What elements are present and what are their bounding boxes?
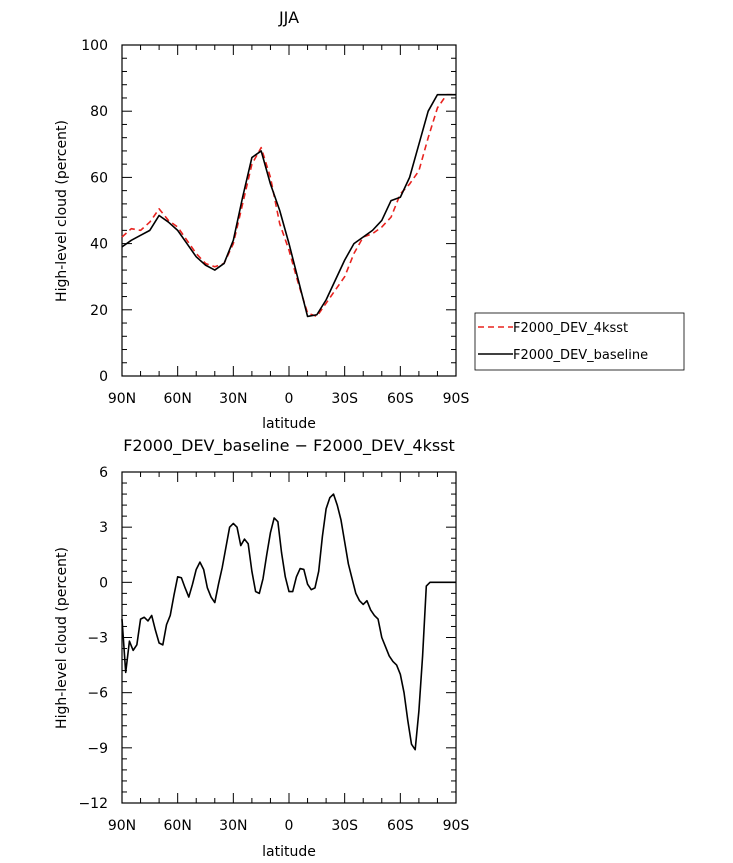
legend-label-baseline: F2000_DEV_baseline (513, 348, 648, 363)
top-xtick-label: 60S (387, 391, 414, 407)
top-xtick-label: 60N (164, 391, 192, 407)
top-series (121, 93, 456, 318)
bottom-xaxis-label: latitude (262, 844, 316, 860)
bottom-ytick-label: −3 (87, 631, 108, 647)
top-yaxis-label: High-level cloud (percent) (54, 120, 70, 302)
legend-label-4ksst: F2000_DEV_4ksst (513, 321, 628, 336)
top-xaxis-label: latitude (262, 416, 316, 432)
top-panel-title: JJA (278, 8, 299, 27)
top-ytick-label: 100 (81, 38, 108, 54)
bottom-ytick-label: −12 (78, 796, 108, 812)
bottom-xtick-label: 90S (443, 818, 470, 834)
bottom-ytick-label: 0 (99, 575, 108, 591)
top-xtick-label: 90N (108, 391, 136, 407)
top-series-f2000_dev_baseline-line (121, 93, 456, 318)
bottom-series-difference-line (121, 493, 456, 751)
bottom-xtick-label: 0 (285, 818, 294, 834)
top-panel: JJA 90N 60N 30N 0 30S 60S 90S 0 20 40 60 80 100 lati… (54, 8, 469, 432)
top-xtick-label: 30S (331, 391, 358, 407)
top-ytick-label: 80 (90, 104, 108, 120)
top-plot-frame (121, 44, 457, 377)
top-xtick-label: 90S (443, 391, 470, 407)
bottom-ytick-label: 3 (99, 520, 108, 536)
bottom-panel: F2000_DEV_baseline − F2000_DEV_4ksst 90N… (54, 436, 469, 860)
bottom-plot-frame (121, 471, 457, 804)
legend: F2000_DEV_4ksst F2000_DEV_baseline (474, 312, 685, 371)
legend-box (474, 312, 685, 371)
bottom-ytick-label: 6 (99, 465, 108, 481)
bottom-series (121, 493, 456, 751)
bottom-xtick-label: 30N (219, 818, 247, 834)
bottom-xtick-label: 90N (108, 818, 136, 834)
bottom-ticks: 90N 60N 30N 0 30S 60S 90S −12 −9 −6 −3 0 3 6 (78, 465, 469, 834)
bottom-panel-title: F2000_DEV_baseline − F2000_DEV_4ksst (123, 436, 455, 456)
bottom-xtick-label: 30S (331, 818, 358, 834)
bottom-ytick-label: −6 (87, 686, 108, 702)
top-ytick-label: 60 (90, 170, 108, 186)
bottom-xtick-label: 60S (387, 818, 414, 834)
bottom-xtick-label: 60N (164, 818, 192, 834)
top-ticks: 90N 60N 30N 0 30S 60S 90S 0 20 40 60 80 100 (81, 38, 469, 407)
bottom-ytick-label: −9 (87, 741, 108, 757)
top-ytick-label: 20 (90, 303, 108, 319)
bottom-yaxis-label: High-level cloud (percent) (54, 547, 70, 729)
top-series-f2000_dev_4ksst-line (121, 93, 456, 318)
top-ytick-label: 40 (90, 237, 108, 253)
top-xtick-label: 30N (219, 391, 247, 407)
top-ytick-label: 0 (99, 369, 108, 385)
top-xtick-label: 0 (285, 391, 294, 407)
